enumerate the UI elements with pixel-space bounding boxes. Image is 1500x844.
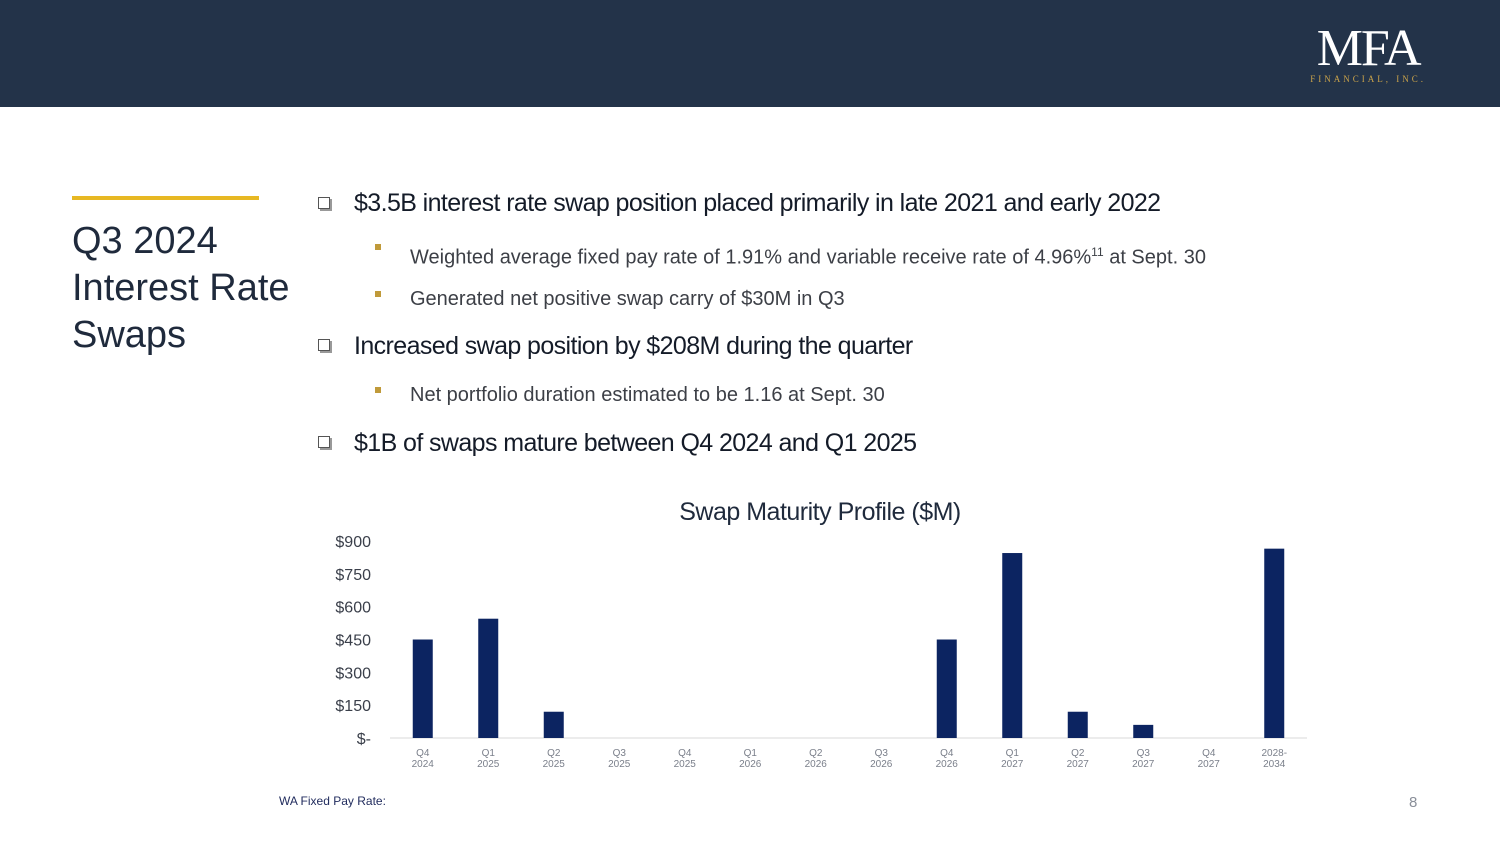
- x-tick-label: Q4 2027: [1198, 748, 1221, 770]
- x-tick-label: Q2 2026: [805, 748, 828, 770]
- bullet-text: $1B of swaps mature between Q4 2024 and …: [354, 429, 917, 457]
- square-bullet-icon: [375, 291, 381, 297]
- wa-fixed-pay-rate-label: WA Fixed Pay Rate:: [279, 794, 386, 808]
- x-tick-label: Q2 2027: [1067, 748, 1090, 770]
- y-tick-label: $450: [335, 633, 371, 650]
- bullet-text: $3.5B interest rate swap position placed…: [354, 189, 1161, 217]
- x-tick-label: Q1 2027: [1001, 748, 1024, 770]
- checkbox-bullet-icon: [318, 436, 330, 448]
- sub-bullet-portfolio-duration: Net portfolio duration estimated to be 1…: [318, 375, 1418, 423]
- x-tick-label: Q1 2026: [739, 748, 762, 770]
- x-tick-label: Q2 2025: [543, 748, 566, 770]
- slide-title-line1: Q3 2024: [72, 220, 218, 262]
- y-tick-label: $-: [357, 731, 371, 748]
- checkbox-bullet-icon: [318, 197, 330, 209]
- x-tick-label: 2028-2034: [1261, 748, 1287, 770]
- sub-bullet-swap-carry: Generated net positive swap carry of $30…: [318, 279, 1418, 326]
- sub-bullet-text: Net portfolio duration estimated to be 1…: [410, 384, 885, 406]
- bullet-increased-swap: Increased swap position by $208M during …: [318, 326, 1418, 375]
- bullet-swap-position: $3.5B interest rate swap position placed…: [318, 184, 1418, 232]
- sub-bullet-text-suffix: at Sept. 30: [1103, 246, 1206, 269]
- x-tick-label: Q4 2025: [674, 748, 697, 770]
- square-bullet-icon: [375, 387, 381, 393]
- bullet-swaps-mature: $1B of swaps mature between Q4 2024 and …: [318, 423, 1418, 471]
- y-tick-label: $900: [335, 534, 371, 551]
- x-tick-label: Q1 2025: [477, 748, 500, 770]
- slide-title-line3: Swaps: [72, 314, 187, 356]
- square-bullet-icon: [375, 244, 381, 250]
- bullet-list: $3.5B interest rate swap position placed…: [318, 184, 1418, 471]
- page-number: 8: [1409, 794, 1418, 811]
- slide-title-line2: Interest Rate: [72, 267, 290, 309]
- x-tick-label: Q3 2025: [608, 748, 631, 770]
- footnote-marker: 11: [1091, 245, 1104, 259]
- bar: [936, 639, 957, 738]
- title-accent-line: [72, 196, 259, 200]
- x-tick-label: Q3 2026: [870, 748, 893, 770]
- chart-title: Swap Maturity Profile ($M): [679, 498, 961, 526]
- sub-bullet-text: Weighted average fixed pay rate of 1.91%…: [410, 246, 1092, 269]
- bar: [543, 711, 564, 738]
- sub-bullet-fixed-pay-rate: Weighted average fixed pay rate of 1.91%…: [318, 232, 1418, 279]
- bar: [1067, 711, 1088, 738]
- bar: [1002, 553, 1023, 738]
- swap-maturity-chart: $-$150$300$450$600$750$900Q420240.90%Q12…: [335, 534, 1307, 770]
- x-tick-label: Q4 2024: [412, 748, 435, 770]
- bullet-text: Increased swap position by $208M during …: [354, 332, 913, 360]
- bar: [412, 639, 433, 738]
- bar: [1264, 548, 1285, 738]
- checkbox-bullet-icon: [318, 339, 330, 351]
- slide-title: Q3 2024 Interest Rate Swaps: [72, 218, 312, 359]
- company-logo: MFA FINANCIAL, INC.: [1310, 20, 1426, 85]
- bar: [1133, 724, 1154, 738]
- y-tick-label: $150: [335, 698, 371, 715]
- y-tick-label: $300: [335, 665, 371, 682]
- y-tick-label: $750: [335, 567, 371, 584]
- sub-bullet-text: Generated net positive swap carry of $30…: [410, 288, 845, 310]
- x-tick-label: Q3 2027: [1132, 748, 1155, 770]
- y-tick-label: $600: [335, 600, 371, 617]
- logo-subtitle: FINANCIAL, INC.: [1310, 74, 1426, 84]
- header-bar: MFA FINANCIAL, INC.: [0, 0, 1500, 107]
- bar: [478, 618, 499, 738]
- x-tick-label: Q4 2026: [936, 748, 959, 770]
- logo-wordmark: MFA: [1316, 20, 1422, 77]
